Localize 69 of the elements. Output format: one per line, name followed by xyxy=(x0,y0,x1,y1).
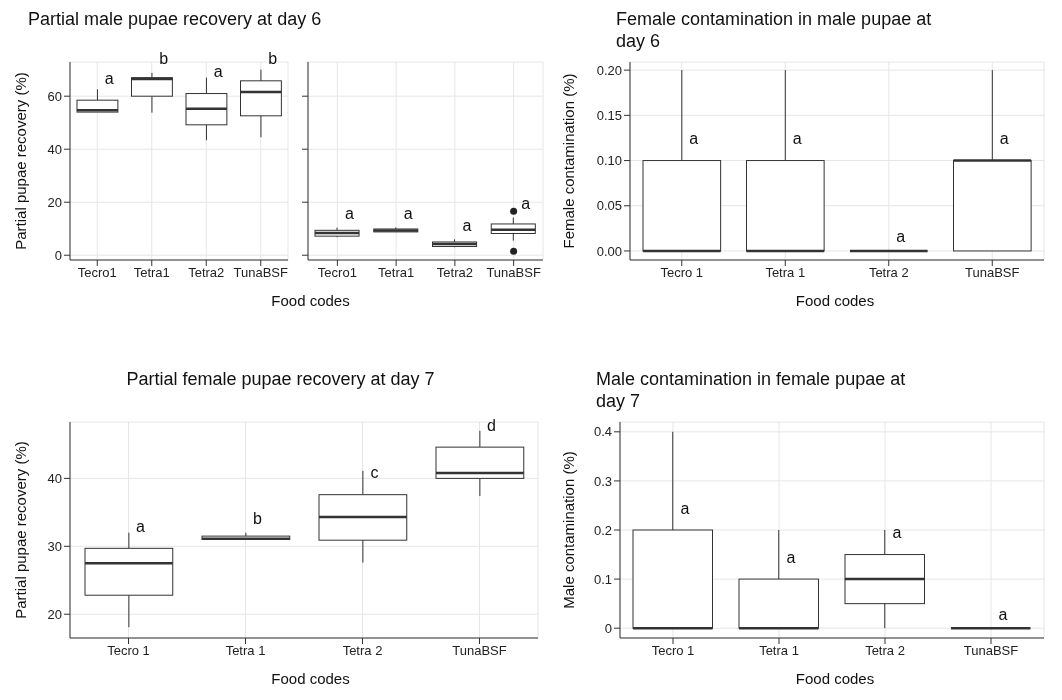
y-tick-label: 40 xyxy=(47,141,62,157)
annotation: c xyxy=(370,464,379,482)
annotation: a xyxy=(213,63,223,81)
x-tick-label: Tecro1 xyxy=(317,265,357,281)
y-tick-label: 0 xyxy=(604,620,612,636)
y-tick-label: 0.4 xyxy=(593,424,612,440)
y-tick-label: 0.00 xyxy=(596,243,622,259)
x-tick-label: Tetra 1 xyxy=(225,643,266,659)
x-axis-title: Food codes xyxy=(794,670,876,687)
x-tick-label: TunaBSF xyxy=(963,643,1019,659)
x-tick-label: Tetra 1 xyxy=(765,265,806,281)
y-axis-title: Partial pupae recovery (%) xyxy=(12,72,30,250)
annotation: b xyxy=(159,50,169,68)
x-tick-label: TunaBSF xyxy=(233,265,289,281)
y-tick-label: 0.1 xyxy=(593,571,612,587)
x-axis-title: Food codes xyxy=(270,670,351,687)
y-tick-label: 0.05 xyxy=(596,198,622,214)
y-tick-label: 0.3 xyxy=(593,473,612,489)
annotation: a xyxy=(786,548,796,566)
annotation: a xyxy=(344,205,354,223)
annotation: a xyxy=(521,195,531,213)
x-tick-label: Tetra 2 xyxy=(865,643,905,659)
y-tick-label: 0.20 xyxy=(596,62,622,78)
y-axis-title: Female contamination (%) xyxy=(560,73,578,249)
annotation: a xyxy=(680,499,690,517)
y-axis-title: Partial pupae recovery (%) xyxy=(12,441,30,619)
x-tick-label: Tetra1 xyxy=(133,265,170,281)
annotation: a xyxy=(892,524,902,542)
chart-title: Partial female pupae recovery at day 7 xyxy=(125,368,436,391)
annotation: a xyxy=(792,130,802,148)
annotation: a xyxy=(462,216,472,234)
x-tick-label: Tecro1 xyxy=(77,265,117,281)
x-tick-label: TunaBSF xyxy=(486,265,541,281)
x-tick-label: Tecro 1 xyxy=(660,265,704,281)
annotation: a xyxy=(998,605,1008,623)
annotation: a xyxy=(999,130,1009,148)
x-tick-label: Tetra1 xyxy=(378,265,415,281)
x-tick-label: TunaBSF xyxy=(452,643,507,659)
chart-title: Female contamination in male pupae at day 6 xyxy=(615,8,933,52)
y-axis-title: Male contamination (%) xyxy=(560,451,578,609)
x-tick-label: Tetra 1 xyxy=(759,643,799,659)
annotation: a xyxy=(689,130,699,148)
y-tick-label: 60 xyxy=(47,88,62,104)
x-axis-title: Food codes xyxy=(270,292,351,309)
annotation: a xyxy=(136,517,146,535)
x-tick-label: Tetra2 xyxy=(188,265,225,281)
annotation: a xyxy=(104,69,114,87)
annotation: a xyxy=(403,204,413,222)
annotation: b xyxy=(268,50,278,68)
x-tick-label: Tetra 2 xyxy=(868,265,909,281)
annotation: b xyxy=(253,510,263,528)
y-tick-label: 0.15 xyxy=(596,107,622,123)
y-tick-label: 40 xyxy=(47,470,62,486)
x-tick-label: Tetra 2 xyxy=(342,643,383,659)
chart-title: Male contamination in female pupae at day 7 xyxy=(595,368,907,412)
y-tick-label: 30 xyxy=(47,538,62,554)
x-tick-label: Tecro 1 xyxy=(651,643,695,659)
y-tick-label: 0.2 xyxy=(593,522,612,538)
y-tick-label: 20 xyxy=(47,194,62,210)
y-tick-label: 20 xyxy=(47,606,62,622)
x-tick-label: Tetra2 xyxy=(436,265,473,281)
annotation: d xyxy=(487,416,496,434)
x-tick-label: Tecro 1 xyxy=(107,643,150,659)
x-tick-label: TunaBSF xyxy=(965,265,1020,281)
x-axis-title: Food codes xyxy=(794,292,876,309)
annotation: a xyxy=(896,228,906,246)
chart-title: Partial male pupae recovery at day 6 xyxy=(27,8,323,31)
y-tick-label: 0.10 xyxy=(596,153,622,169)
y-tick-label: 0 xyxy=(54,247,62,263)
